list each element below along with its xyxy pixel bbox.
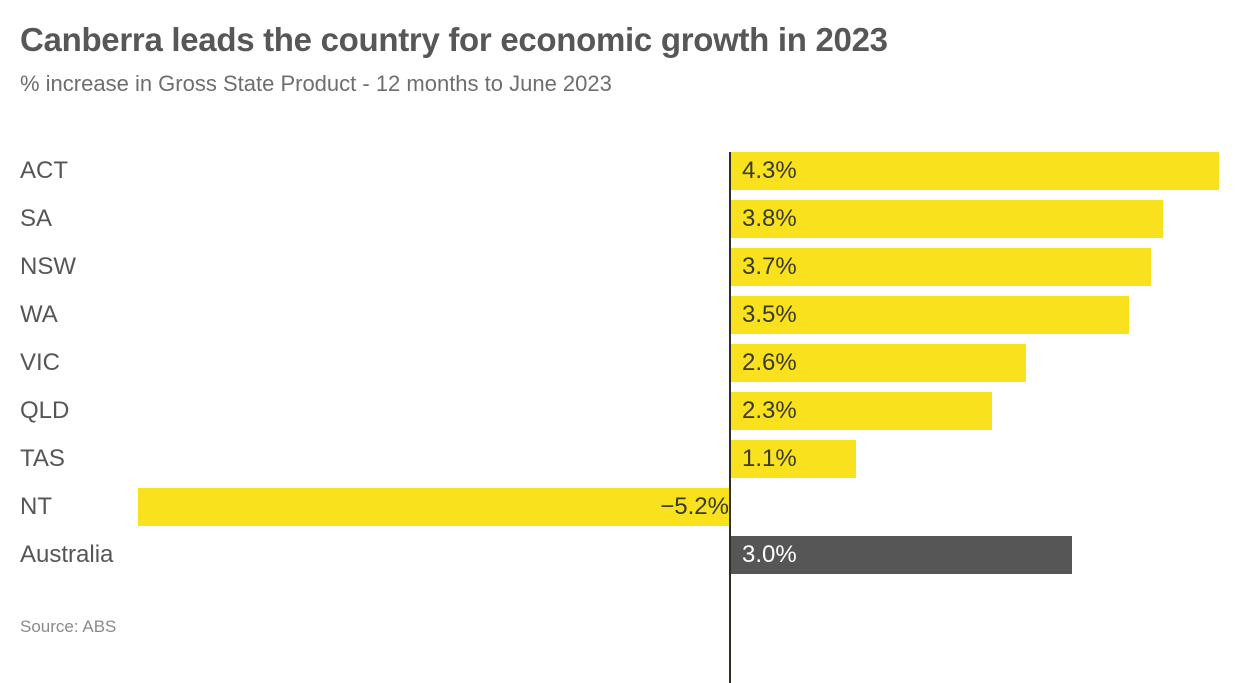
bar-row: NSW 3.7%: [0, 243, 1240, 291]
bar-value-label: 2.6%: [742, 349, 797, 376]
bar-value-label: 3.5%: [742, 301, 797, 328]
bar-qld[interactable]: [731, 392, 993, 430]
bar-value-label: 3.8%: [742, 205, 797, 232]
category-label: QLD: [20, 397, 70, 424]
category-label: TAS: [20, 445, 65, 472]
category-label: NSW: [20, 253, 76, 280]
bar-value-label: −5.2%: [660, 493, 729, 520]
bar-row: NT −5.2%: [0, 483, 1240, 531]
bar-row: WA 3.5%: [0, 291, 1240, 339]
bar-act[interactable]: [731, 152, 1220, 190]
bar-row: SA 3.8%: [0, 195, 1240, 243]
bar-value-label: 1.1%: [742, 445, 797, 472]
bar-value-label: 4.3%: [742, 157, 797, 184]
category-label: VIC: [20, 349, 61, 376]
bar-row: VIC 2.6%: [0, 339, 1240, 387]
category-label: NT: [20, 493, 52, 520]
bar-nsw[interactable]: [731, 248, 1152, 286]
zero-axis-line: [729, 152, 731, 683]
bar-sa[interactable]: [731, 200, 1163, 238]
bar-row: TAS 1.1%: [0, 435, 1240, 483]
page-title: Canberra leads the country for economic …: [20, 21, 888, 58]
bar-row: Australia 3.0%: [0, 531, 1240, 579]
source-note: Source: ABS: [20, 617, 117, 636]
bar-value-label: 3.0%: [742, 541, 797, 568]
chart-subtitle: % increase in Gross State Product - 12 m…: [20, 71, 612, 97]
bar-australia[interactable]: [731, 536, 1072, 574]
bar-row: ACT 4.3%: [0, 147, 1240, 195]
bar-vic[interactable]: [731, 344, 1027, 382]
category-label: ACT: [20, 157, 68, 184]
bar-row: QLD 2.3%: [0, 387, 1240, 435]
chart-header: Canberra leads the country for economic …: [0, 0, 1240, 96]
bar-value-label: 2.3%: [742, 397, 797, 424]
chart-plot-area: ACT 4.3% SA 3.8% NSW 3.7% WA 3.5% VIC 2.6% QLD 2.3%…: [0, 145, 1240, 683]
category-label: SA: [20, 205, 53, 232]
category-label: WA: [20, 301, 58, 328]
bar-nt[interactable]: [138, 488, 729, 526]
bar-tas[interactable]: [731, 440, 856, 478]
bar-value-label: 3.7%: [742, 253, 797, 280]
category-label: Australia: [20, 541, 114, 568]
bar-wa[interactable]: [731, 296, 1129, 334]
